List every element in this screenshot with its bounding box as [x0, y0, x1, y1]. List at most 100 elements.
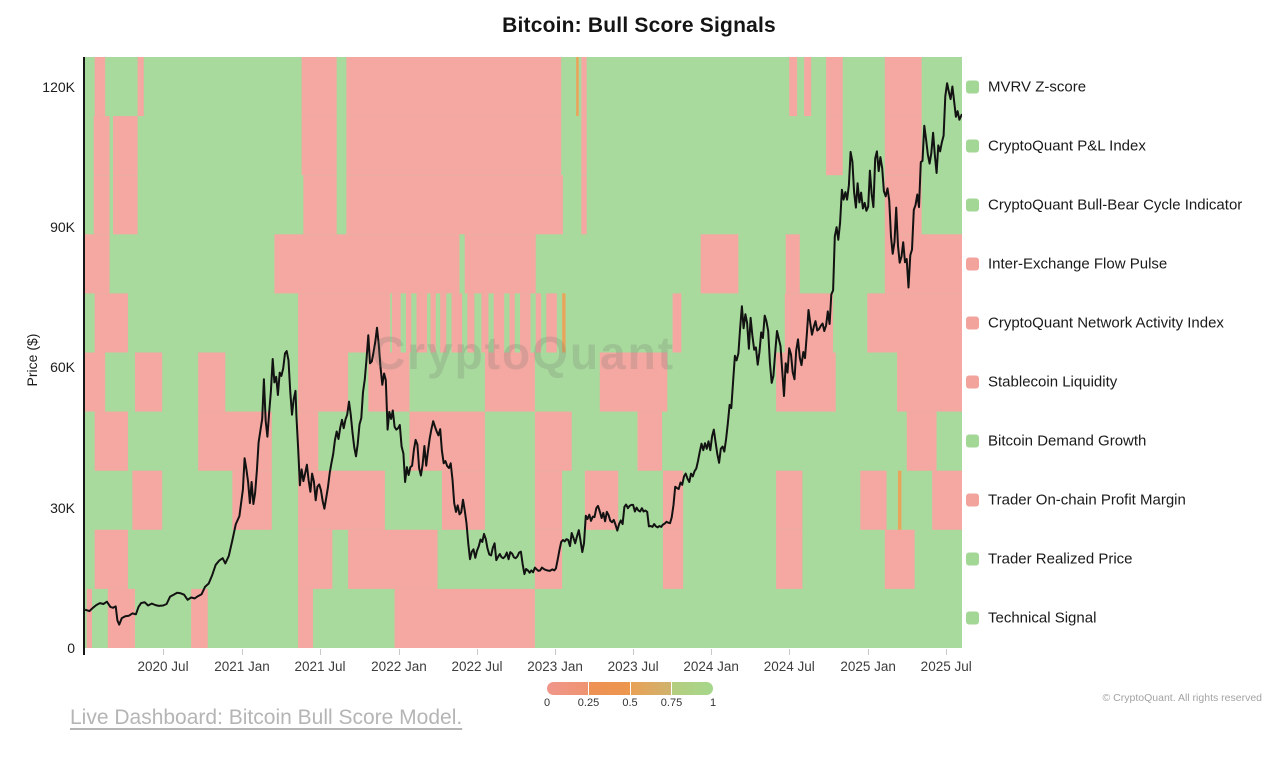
copyright-note: © CryptoQuant. All rights reserved	[1102, 692, 1262, 704]
signal-row-red-segment-1	[826, 116, 843, 176]
signal-row-red-segment-4	[535, 293, 542, 353]
legend-label: Bitcoin Demand Growth	[988, 432, 1147, 450]
signal-row-red-segment-9	[86, 588, 93, 648]
legend-swatch-icon	[966, 80, 979, 94]
colorbar-tick-0.25: 0.25	[577, 697, 600, 709]
x-tick-mark	[789, 649, 791, 655]
legend-label: Technical Signal	[988, 609, 1097, 627]
signal-row-red-segment-3	[700, 234, 739, 294]
x-tick-mark	[555, 649, 557, 655]
plot-area: CryptoQuant	[85, 57, 962, 648]
signal-row-red-segment-4	[546, 293, 557, 353]
legend-swatch-icon	[966, 139, 979, 153]
legend-item-7: Trader On-chain Profit Margin	[966, 492, 1186, 509]
colorbar-segment-2	[629, 682, 672, 695]
signal-row-red-segment-9	[191, 588, 208, 648]
legend-label: Stablecoin Liquidity	[988, 373, 1118, 391]
colorbar-tick-0: 0	[543, 697, 551, 709]
signal-row-red-segment-0	[826, 57, 843, 117]
x-tick-mark	[320, 649, 322, 655]
signal-row-orange-segment-0	[576, 57, 579, 117]
signal-row-red-segment-0	[581, 57, 587, 117]
signal-row-red-segment-2	[303, 175, 337, 235]
signal-row-red-segment-1	[581, 116, 587, 176]
signal-row-red-segment-4	[94, 293, 128, 353]
signal-row-orange-segment-7	[897, 470, 902, 531]
signal-row-red-segment-4	[416, 293, 428, 353]
signal-row-red-segment-7	[534, 470, 563, 531]
page-title: Bitcoin: Bull Score Signals	[502, 14, 776, 37]
y-tick-label-120K: 120K	[42, 78, 75, 95]
colorbar-segment-3	[671, 682, 713, 695]
signal-row-red-segment-4	[440, 293, 447, 353]
legend-swatch-icon	[966, 493, 979, 507]
legend-label: CryptoQuant P&L Index	[988, 137, 1146, 155]
legend-item-5: Stablecoin Liquidity	[966, 374, 1117, 391]
signal-row-red-segment-9	[394, 588, 535, 648]
signal-row-red-segment-3	[274, 234, 460, 294]
signal-row-red-segment-2	[346, 175, 563, 235]
signal-row-red-segment-6	[94, 411, 128, 472]
signal-row-red-segment-6	[906, 411, 937, 472]
legend-label: Trader Realized Price	[988, 550, 1133, 568]
legend-label: Inter-Exchange Flow Pulse	[988, 255, 1168, 273]
signal-row-red-segment-2	[581, 175, 587, 235]
legend-label: CryptoQuant Bull-Bear Cycle Indicator	[988, 196, 1243, 214]
signal-row-red-segment-5	[198, 352, 226, 413]
colorbar-tick-0.75: 0.75	[660, 697, 683, 709]
colorbar-tick-0.5: 0.5	[622, 697, 638, 709]
signal-row-red-segment-8	[884, 529, 915, 590]
y-axis-line	[83, 57, 85, 655]
live-dashboard-link[interactable]: Live Dashboard: Bitcoin Bull Score Model…	[70, 706, 463, 729]
y-tick-label-0: 0	[67, 640, 75, 656]
signal-row-red-segment-1	[884, 116, 922, 176]
signal-row-red-segment-4	[867, 293, 962, 353]
signal-row-red-segment-4	[298, 293, 391, 353]
x-tick-mark	[477, 649, 479, 655]
signal-row-red-segment-8	[662, 529, 684, 590]
signal-row-red-segment-8	[298, 529, 333, 590]
legend-label: MVRV Z-score	[988, 78, 1087, 96]
legend-item-3: Inter-Exchange Flow Pulse	[966, 255, 1167, 272]
signal-row-orange-segment-4	[562, 293, 566, 353]
legend-swatch-icon	[966, 257, 979, 271]
signal-row-red-segment-4	[493, 293, 505, 353]
signal-row-red-segment-2	[93, 175, 110, 235]
signal-row-red-segment-0	[301, 57, 337, 117]
x-tick-label-2023-Jan: 2023 Jan	[527, 659, 583, 674]
colorbar-segment-0	[547, 682, 588, 695]
signal-row-red-segment-0	[804, 57, 812, 117]
signal-row-red-segment-4	[672, 293, 682, 353]
signal-row-red-segment-0	[346, 57, 562, 117]
x-tick-label-2022-Jul: 2022 Jul	[451, 659, 503, 674]
signal-row-red-segment-1	[346, 116, 562, 176]
signal-row-red-segment-7	[932, 470, 962, 531]
signal-row-red-segment-6	[534, 411, 572, 472]
legend-item-0: MVRV Z-score	[966, 78, 1086, 95]
legend-label: Trader On-chain Profit Margin	[988, 491, 1186, 509]
signal-row-red-segment-5	[368, 352, 410, 413]
signal-row-red-segment-0	[884, 57, 922, 117]
x-tick-label-2020-Jul: 2020 Jul	[137, 659, 189, 674]
signal-row-red-segment-4	[784, 293, 834, 353]
y-tick-label-30K: 30K	[50, 499, 75, 516]
signal-row-red-segment-2	[113, 175, 138, 235]
x-tick-mark	[946, 649, 948, 655]
signal-row-red-segment-4	[451, 293, 463, 353]
x-tick-label-2025-Jul: 2025 Jul	[920, 659, 972, 674]
legend-item-1: CryptoQuant P&L Index	[966, 137, 1146, 154]
x-tick-label-2023-Jul: 2023 Jul	[607, 659, 659, 674]
signal-row-red-segment-4	[430, 293, 436, 353]
signal-row-red-segment-8	[776, 529, 803, 590]
signal-row-green-8	[85, 529, 962, 590]
signal-row-red-segment-0	[137, 57, 144, 117]
x-tick-mark	[868, 649, 870, 655]
legend-item-6: Bitcoin Demand Growth	[966, 433, 1146, 450]
signal-row-red-segment-6	[198, 411, 272, 472]
legend-label: CryptoQuant Network Activity Index	[988, 314, 1224, 332]
x-tick-label-2025-Jan: 2025 Jan	[840, 659, 896, 674]
legend-item-8: Trader Realized Price	[966, 551, 1133, 568]
legend-swatch-icon	[966, 611, 979, 625]
signal-row-red-segment-9	[298, 588, 314, 648]
